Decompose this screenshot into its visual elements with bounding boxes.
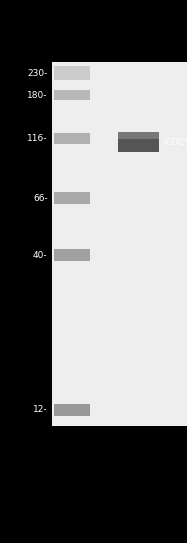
Text: 116-: 116- (27, 134, 48, 143)
Bar (54, 192, 90, 204)
Text: 230-: 230- (27, 69, 48, 78)
Bar (54, 404, 90, 416)
Bar (54, 133, 90, 144)
Bar (54, 66, 90, 80)
Text: 12-: 12- (33, 406, 48, 414)
Text: -CDC5L: -CDC5L (163, 138, 187, 147)
Text: 180-: 180- (27, 91, 48, 99)
Text: 66-: 66- (33, 194, 48, 203)
Bar (118, 132, 159, 152)
Text: 40-: 40- (33, 251, 48, 260)
Bar (54, 90, 90, 100)
Bar (52, 62, 187, 426)
Bar (54, 249, 90, 261)
Bar (118, 132, 159, 140)
